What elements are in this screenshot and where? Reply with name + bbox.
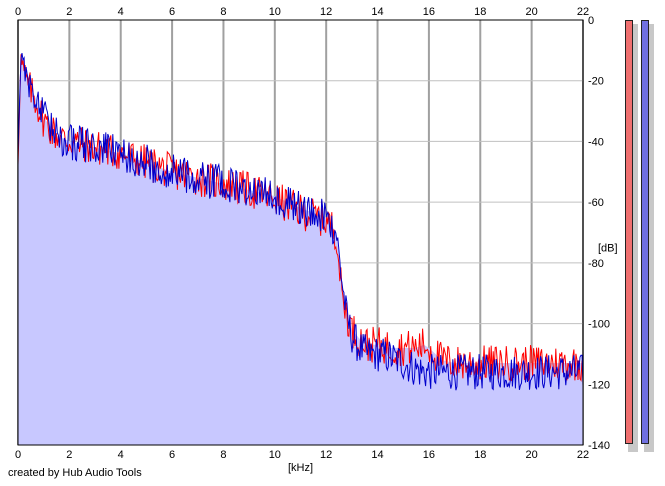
y-tick-5: -100: [588, 319, 610, 331]
y-tick-6: -120: [588, 379, 610, 391]
x-axis-label: [kHz]: [288, 462, 313, 474]
y-axis-label: [dB]: [598, 243, 618, 255]
x-tick-bottom-4: 8: [220, 449, 226, 461]
x-tick-top-3: 6: [169, 6, 175, 18]
x-tick-bottom-5: 10: [269, 449, 281, 461]
y-tick-4: -80: [588, 258, 604, 270]
x-tick-bottom-9: 18: [474, 449, 486, 461]
x-tick-top-1: 2: [66, 6, 72, 18]
level-meter-right: [641, 20, 649, 444]
x-tick-top-8: 16: [423, 6, 435, 18]
y-tick-7: -140: [588, 440, 610, 452]
plot-frame: [17, 19, 584, 446]
level-meter-left-shadow: [628, 24, 638, 452]
x-tick-bottom-8: 16: [423, 449, 435, 461]
x-tick-bottom-10: 20: [526, 449, 538, 461]
x-tick-bottom-1: 2: [66, 449, 72, 461]
x-tick-bottom-2: 4: [118, 449, 124, 461]
spectrum-area-fill: [18, 52, 583, 445]
x-tick-top-9: 18: [474, 6, 486, 18]
x-tick-top-10: 20: [526, 6, 538, 18]
y-tick-3: -60: [588, 197, 604, 209]
y-tick-0: 0: [588, 15, 594, 27]
x-tick-top-5: 10: [269, 6, 281, 18]
x-tick-top-0: 0: [15, 6, 21, 18]
x-tick-bottom-6: 12: [320, 449, 332, 461]
y-tick-1: -20: [588, 76, 604, 88]
x-tick-bottom-11: 22: [577, 449, 589, 461]
level-meter-left: [625, 20, 633, 444]
x-tick-bottom-0: 0: [15, 449, 21, 461]
x-tick-top-11: 22: [577, 6, 589, 18]
tick-labels: 002244668810101212141416161818202022220-…: [15, 6, 610, 461]
x-tick-bottom-7: 14: [371, 449, 383, 461]
x-tick-top-7: 14: [371, 6, 383, 18]
series-lines: [17, 53, 584, 391]
level-meter-right-shadow: [644, 24, 654, 452]
x-tick-bottom-3: 6: [169, 449, 175, 461]
y-tick-2: -40: [588, 136, 604, 148]
credit-text: created by Hub Audio Tools: [8, 467, 142, 479]
x-tick-top-2: 4: [118, 6, 124, 18]
x-tick-top-4: 8: [220, 6, 226, 18]
area-fill-group: [18, 52, 583, 445]
x-tick-top-6: 12: [320, 6, 332, 18]
series-line-1: [17, 53, 584, 391]
